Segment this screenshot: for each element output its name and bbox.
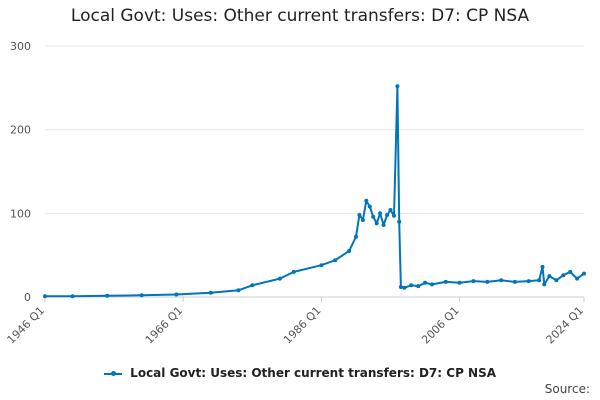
data-point [423,280,428,285]
data-point [277,276,282,281]
data-point [354,234,358,239]
data-point [236,288,241,293]
data-point [416,284,421,289]
data-point [582,271,586,276]
data-point [512,279,517,284]
data-point [554,278,559,283]
data-point [485,279,490,284]
data-point [443,279,448,284]
data-point [542,282,547,287]
data-point [70,294,75,299]
x-tick-label: 1986 Q1 [281,304,324,347]
data-point [392,213,396,218]
x-tick-label: 2024 Q1 [544,304,587,347]
x-tick-label: 1966 Q1 [143,304,186,347]
data-point [402,285,407,290]
data-point [364,198,369,203]
x-tick-label: 1946 Q1 [5,304,48,347]
data-point [540,264,545,269]
y-tick-label: 0 [24,291,31,304]
legend[interactable]: Local Govt: Uses: Other current transfer… [0,366,600,380]
y-tick-label: 100 [10,207,31,220]
data-point [575,276,580,281]
data-point [105,293,110,298]
data-point [333,258,338,263]
data-point [457,280,462,285]
data-point [291,269,296,274]
x-tick-label: 2006 Q1 [419,304,462,347]
data-point [385,213,390,217]
data-point [398,285,403,289]
y-tick-label: 200 [10,124,31,137]
data-point [568,269,573,274]
data-point [547,274,552,279]
data-point [499,278,504,283]
data-point [250,283,255,288]
data-point [388,208,393,212]
data-point [471,279,476,284]
data-point [347,249,352,253]
data-point [357,213,362,217]
chart-title: Local Govt: Uses: Other current transfer… [70,6,530,26]
data-point [139,293,144,298]
data-point [174,292,179,297]
data-point [526,279,531,284]
data-point [397,219,402,224]
data-point [371,214,376,219]
data-point [319,263,324,268]
data-point [367,204,372,209]
data-point [381,223,386,227]
data-point [43,294,47,299]
data-point [208,290,213,295]
data-point [561,273,566,278]
y-tick-label: 300 [10,40,31,53]
source-label: Source: [544,382,590,396]
data-point [374,221,379,226]
data-point [430,282,434,287]
data-point [409,283,414,288]
series-line [45,85,585,298]
data-point [537,278,542,283]
data-point [378,211,383,216]
data-point [360,218,365,222]
legend-swatch [103,370,122,376]
legend-label: Local Govt: Uses: Other current transfer… [130,366,497,380]
data-point [395,84,400,89]
